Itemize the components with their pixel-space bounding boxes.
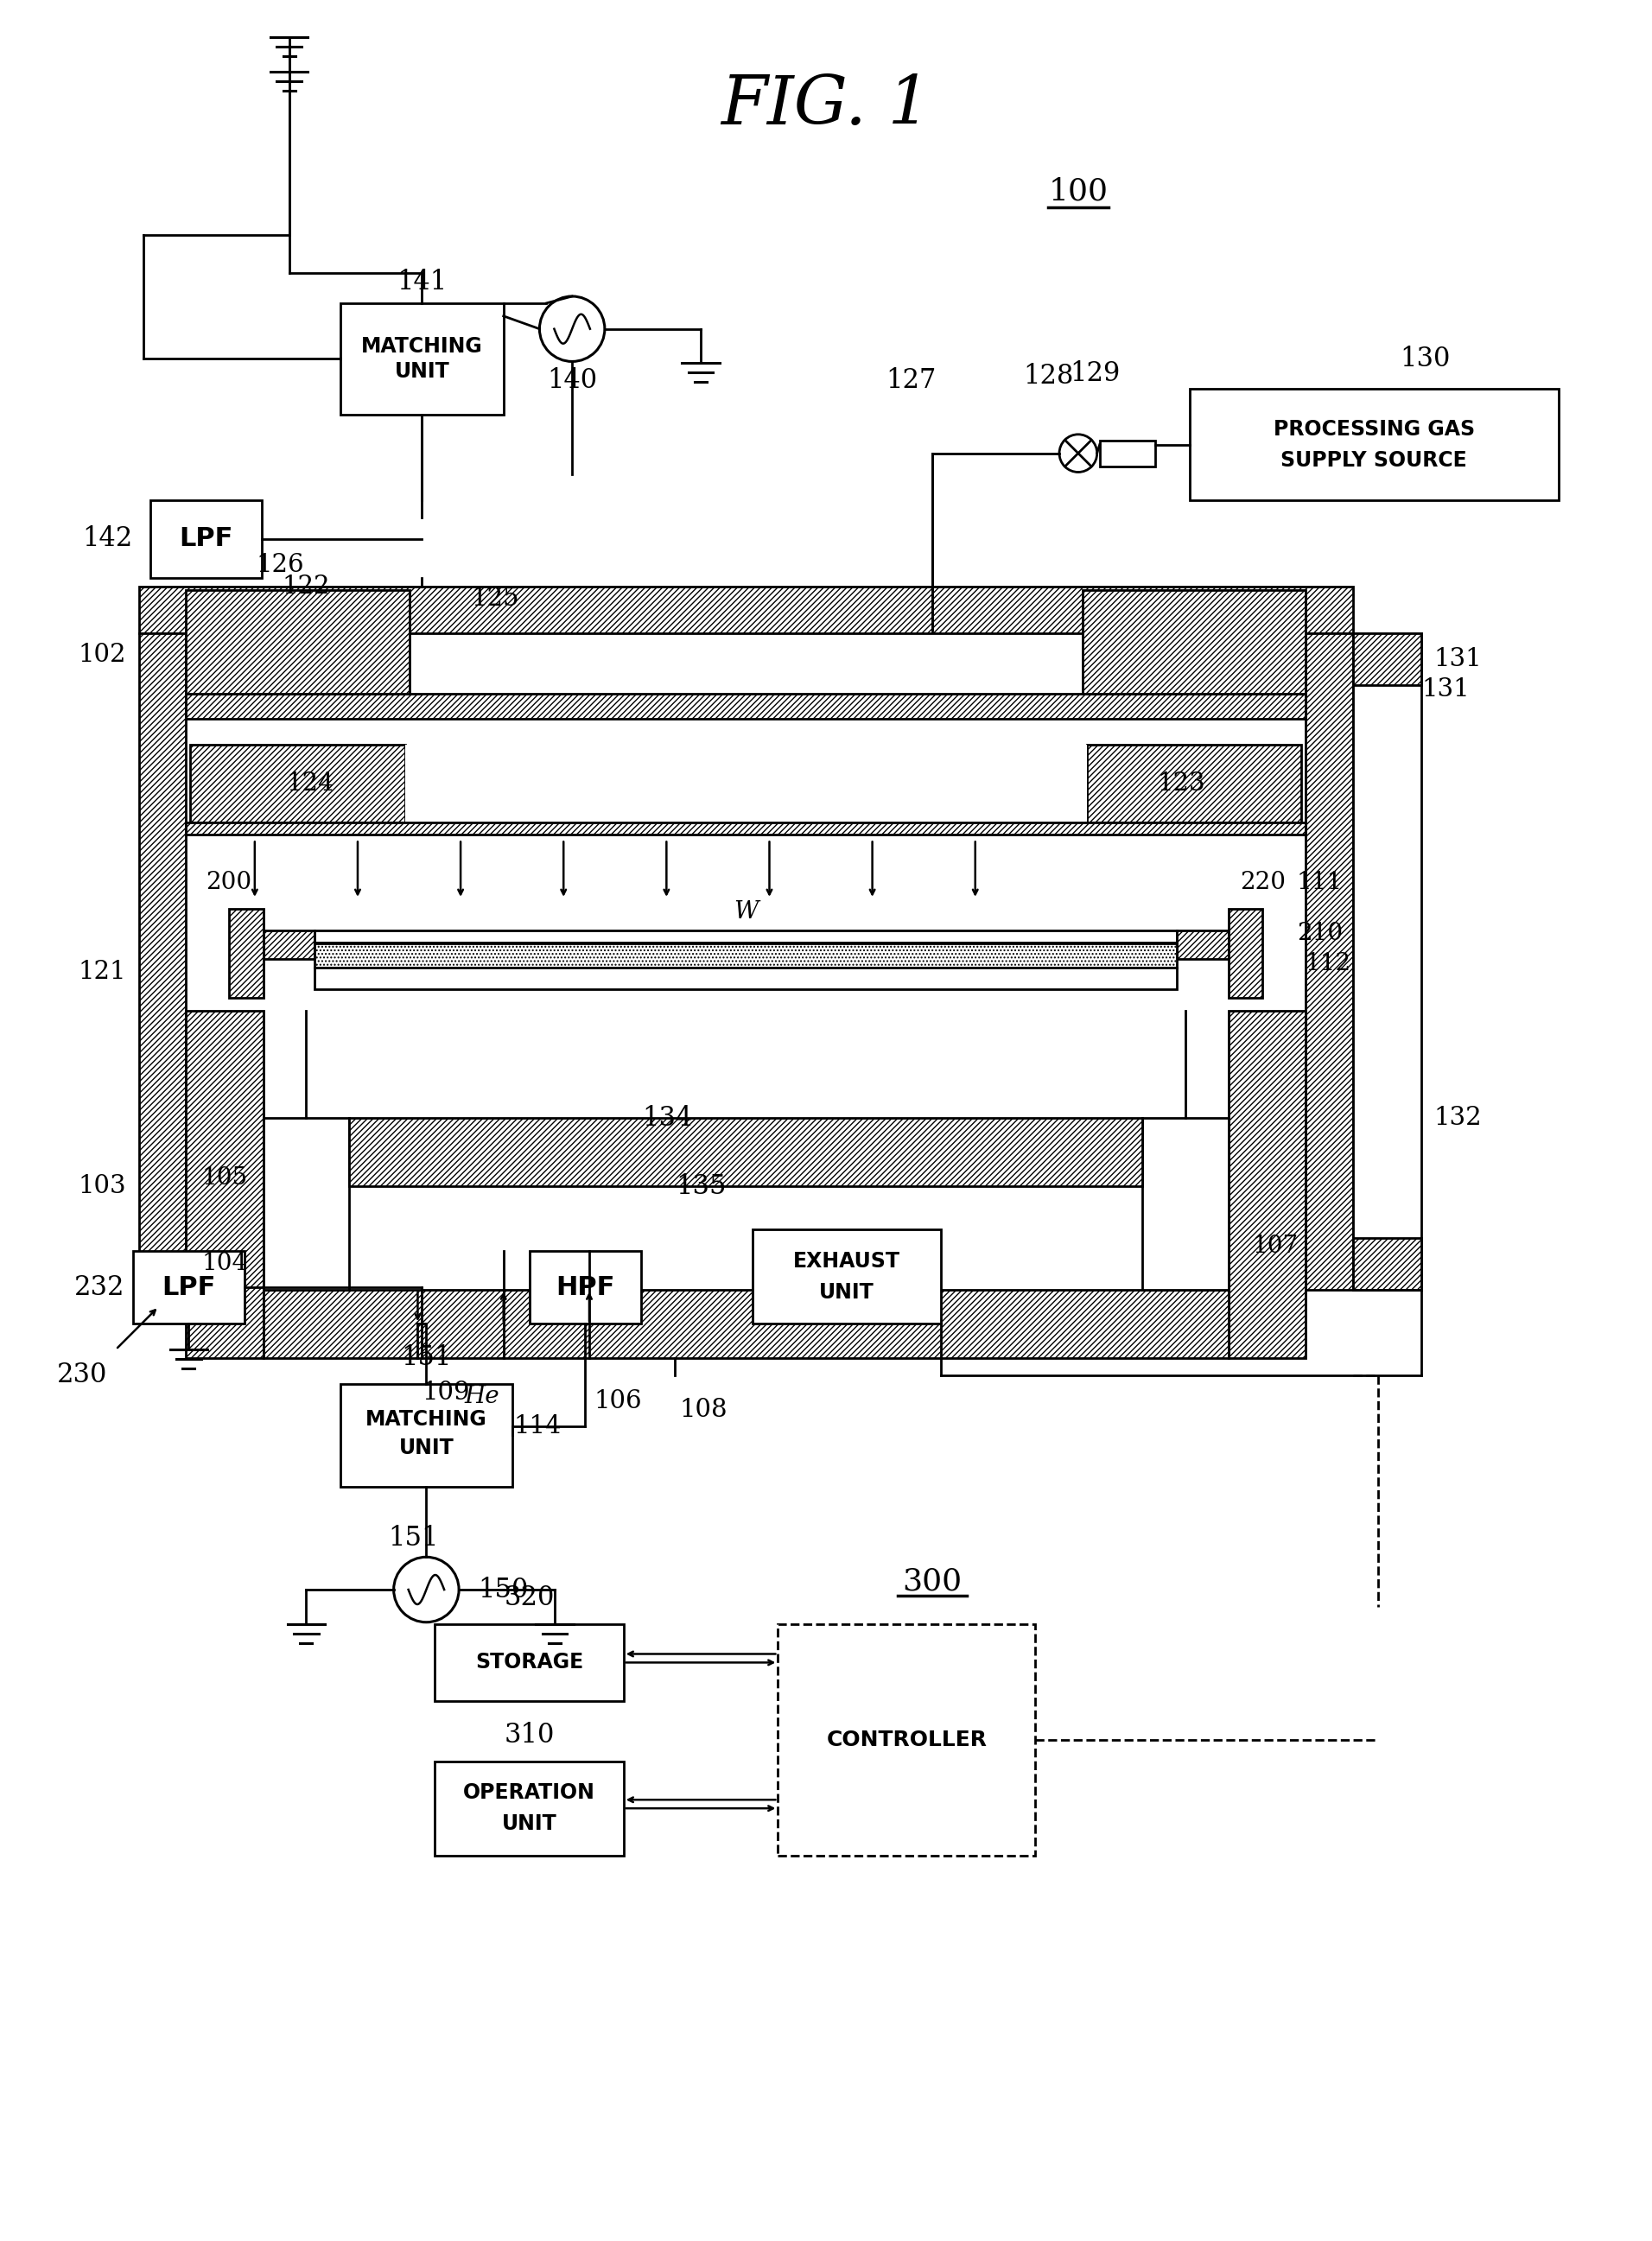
- Bar: [1176, 930, 1229, 959]
- Text: OPERATION: OPERATION: [463, 1782, 595, 1804]
- Text: EXHAUST: EXHAUST: [793, 1250, 900, 1271]
- Text: 151: 151: [401, 1345, 451, 1371]
- Text: 123: 123: [1156, 771, 1206, 796]
- Text: 130: 130: [1401, 345, 1450, 372]
- Bar: [340, 1383, 512, 1486]
- Text: 102: 102: [78, 643, 126, 668]
- Text: 151: 151: [388, 1524, 439, 1551]
- Text: HPF: HPF: [555, 1275, 615, 1300]
- Text: 140: 140: [547, 368, 598, 394]
- Text: 112: 112: [1305, 952, 1351, 975]
- Text: 210: 210: [1297, 921, 1343, 946]
- Bar: [132, 1250, 244, 1324]
- Text: 121: 121: [78, 959, 126, 984]
- Bar: [1229, 1011, 1305, 1358]
- Text: FIG. 1: FIG. 1: [720, 74, 932, 139]
- Bar: [1087, 744, 1302, 822]
- Bar: [529, 1250, 641, 1324]
- Text: 220: 220: [1239, 870, 1285, 894]
- Bar: [1353, 634, 1421, 686]
- Text: 131: 131: [1434, 648, 1482, 672]
- Text: SUPPLY SOURCE: SUPPLY SOURCE: [1280, 450, 1467, 471]
- Bar: [405, 744, 1087, 822]
- Text: 106: 106: [593, 1389, 641, 1414]
- Text: 200: 200: [206, 870, 253, 894]
- Text: 105: 105: [202, 1165, 248, 1190]
- Bar: [316, 943, 1176, 968]
- Text: 109: 109: [421, 1380, 471, 1405]
- Bar: [752, 1230, 942, 1324]
- Bar: [150, 500, 261, 578]
- Text: UNIT: UNIT: [819, 1282, 874, 1302]
- Bar: [434, 1761, 623, 1856]
- Text: 129: 129: [1070, 361, 1120, 388]
- Bar: [230, 908, 263, 997]
- Text: 150: 150: [477, 1575, 529, 1602]
- Bar: [187, 1011, 263, 1358]
- Text: 100: 100: [1049, 177, 1108, 206]
- Bar: [1353, 634, 1421, 1289]
- Text: 103: 103: [78, 1174, 126, 1199]
- Text: UNIT: UNIT: [502, 1813, 557, 1833]
- Text: STORAGE: STORAGE: [476, 1652, 583, 1672]
- Text: 124: 124: [286, 771, 334, 796]
- Text: 232: 232: [74, 1273, 124, 1300]
- Text: LPF: LPF: [162, 1275, 216, 1300]
- Text: MATCHING: MATCHING: [362, 336, 482, 356]
- Text: 132: 132: [1434, 1105, 1482, 1129]
- Text: UNIT: UNIT: [395, 361, 449, 383]
- Text: 122: 122: [282, 574, 330, 598]
- Text: PROCESSING GAS: PROCESSING GAS: [1274, 419, 1475, 439]
- Bar: [778, 1625, 1036, 1856]
- Text: 310: 310: [504, 1721, 555, 1748]
- Bar: [263, 1118, 349, 1289]
- Bar: [263, 1289, 1229, 1358]
- Bar: [1305, 634, 1353, 1289]
- Bar: [434, 1625, 623, 1701]
- Text: 131: 131: [1421, 677, 1469, 701]
- Text: 108: 108: [679, 1398, 727, 1421]
- Bar: [316, 930, 1176, 941]
- Text: 230: 230: [56, 1363, 107, 1389]
- Bar: [187, 822, 1305, 836]
- Text: 300: 300: [902, 1566, 961, 1596]
- Bar: [139, 587, 1353, 634]
- Bar: [1189, 390, 1558, 500]
- Text: LPF: LPF: [178, 527, 233, 551]
- Bar: [187, 692, 1305, 719]
- Text: 128: 128: [1023, 363, 1074, 390]
- Text: W: W: [733, 901, 758, 923]
- Text: He: He: [464, 1385, 499, 1407]
- Bar: [1143, 1118, 1229, 1289]
- Bar: [187, 589, 410, 692]
- Bar: [1229, 908, 1262, 997]
- Text: 320: 320: [504, 1584, 555, 1611]
- Bar: [316, 968, 1176, 988]
- Text: 135: 135: [676, 1172, 727, 1199]
- Bar: [1100, 441, 1155, 466]
- Bar: [139, 634, 187, 1289]
- Text: 141: 141: [396, 269, 448, 296]
- Text: 114: 114: [514, 1414, 562, 1439]
- Bar: [1082, 589, 1305, 692]
- Text: 134: 134: [643, 1105, 692, 1132]
- Bar: [263, 930, 316, 959]
- Bar: [349, 1118, 1143, 1185]
- Text: 127: 127: [885, 368, 937, 394]
- Text: 111: 111: [1297, 870, 1343, 894]
- Text: 104: 104: [202, 1253, 248, 1275]
- Text: MATCHING: MATCHING: [365, 1410, 487, 1430]
- Bar: [1353, 1237, 1421, 1289]
- Text: 142: 142: [83, 527, 132, 554]
- Bar: [340, 303, 504, 415]
- Text: UNIT: UNIT: [398, 1439, 454, 1459]
- Bar: [190, 744, 405, 822]
- Text: 125: 125: [471, 587, 519, 612]
- Text: 107: 107: [1252, 1235, 1298, 1257]
- Text: CONTROLLER: CONTROLLER: [826, 1730, 986, 1750]
- Text: 126: 126: [256, 554, 304, 576]
